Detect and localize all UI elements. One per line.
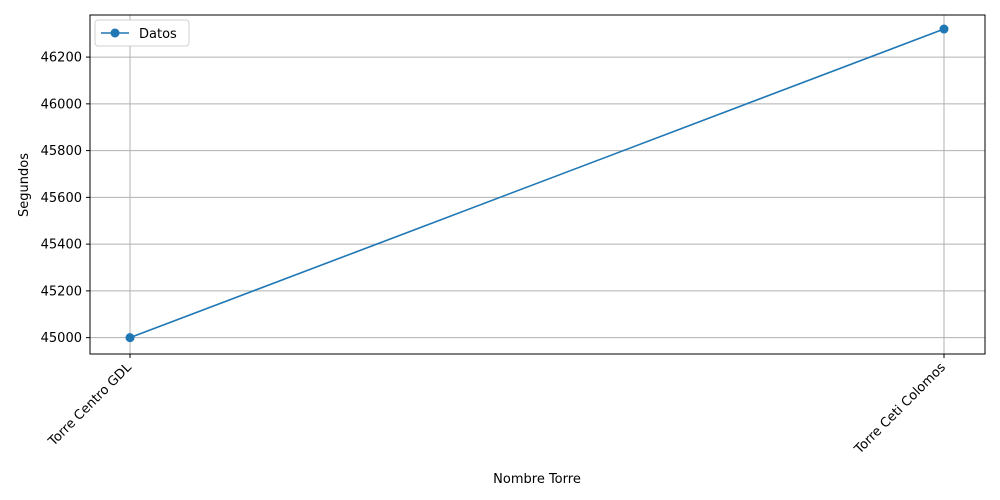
series-line (129, 28, 945, 339)
x-axis: Torre Centro GDL Torre Ceti Colomos (45, 354, 949, 458)
y-tick-label: 45600 (41, 191, 82, 206)
y-tick-label: 46200 (41, 51, 82, 66)
y-tick-label: 45000 (41, 331, 82, 346)
x-axis-label: Nombre Torre (493, 472, 581, 487)
y-tick-label: 45200 (41, 284, 82, 299)
y-tick-label: 46000 (41, 97, 82, 112)
data-point (125, 333, 135, 343)
y-axis-label: Segundos (17, 153, 32, 217)
series-layer (125, 24, 949, 343)
y-tick-label: 45400 (41, 238, 82, 253)
legend: Datos (94, 19, 190, 47)
x-tick-label: Torre Ceti Colomos (851, 360, 949, 458)
y-tick-label: 45800 (41, 144, 82, 159)
legend-box (94, 19, 190, 47)
x-tick-label: Torre Centro GDL (45, 360, 135, 450)
data-point (939, 24, 949, 34)
legend-marker-swatch (110, 28, 120, 38)
grid (90, 15, 985, 354)
y-axis: 45000 45200 45400 45600 45800 46000 46200 (41, 51, 90, 346)
plot-frame (89, 14, 986, 355)
legend-label: Datos (139, 27, 177, 42)
